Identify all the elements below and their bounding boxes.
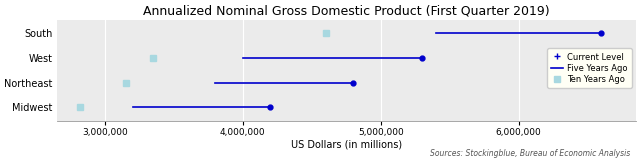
Text: Sources: Stockingblue, Bureau of Economic Analysis: Sources: Stockingblue, Bureau of Economi… (430, 149, 630, 158)
Title: Annualized Nominal Gross Domestic Product (First Quarter 2019): Annualized Nominal Gross Domestic Produc… (143, 4, 550, 17)
Legend: Current Level, Five Years Ago, Ten Years Ago: Current Level, Five Years Ago, Ten Years… (547, 48, 632, 88)
X-axis label: US Dollars (in millions): US Dollars (in millions) (291, 139, 402, 149)
